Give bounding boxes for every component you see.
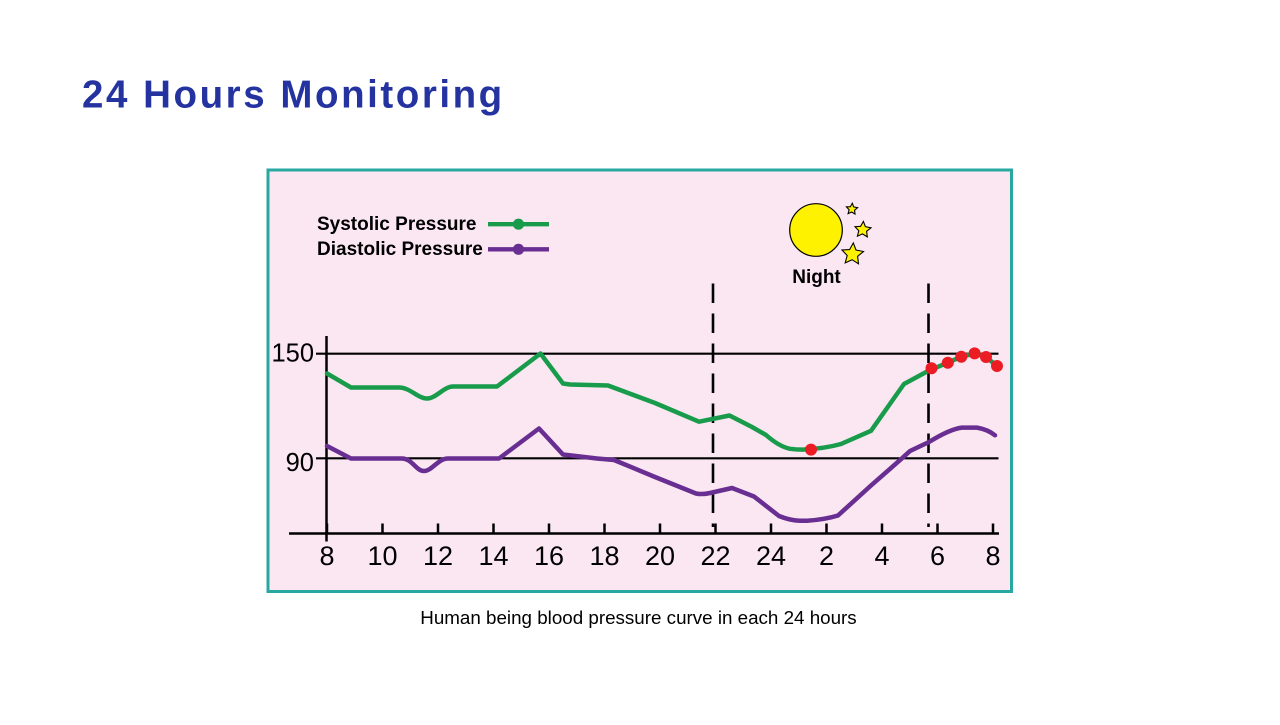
svg-text:8: 8 bbox=[319, 541, 334, 571]
svg-text:12: 12 bbox=[423, 541, 453, 571]
svg-text:22: 22 bbox=[700, 541, 730, 571]
svg-text:Night: Night bbox=[792, 267, 841, 288]
svg-text:90: 90 bbox=[286, 449, 314, 477]
svg-text:24 Hours Monitoring: 24 Hours Monitoring bbox=[82, 74, 505, 117]
svg-text:14: 14 bbox=[478, 541, 508, 571]
svg-text:18: 18 bbox=[589, 541, 619, 571]
svg-text:16: 16 bbox=[534, 541, 564, 571]
svg-text:20: 20 bbox=[645, 541, 675, 571]
svg-text:4: 4 bbox=[874, 541, 889, 571]
svg-text:8: 8 bbox=[985, 541, 1000, 571]
svg-text:150: 150 bbox=[271, 340, 314, 368]
svg-text:Diastolic Pressure: Diastolic Pressure bbox=[317, 239, 483, 260]
svg-text:6: 6 bbox=[930, 541, 945, 571]
svg-text:Systolic Pressure: Systolic Pressure bbox=[317, 214, 476, 235]
svg-text:10: 10 bbox=[367, 541, 397, 571]
svg-text:Human being blood pressure cur: Human being blood pressure curve in each… bbox=[420, 607, 856, 628]
svg-text:24: 24 bbox=[756, 541, 786, 571]
svg-text:2: 2 bbox=[819, 541, 834, 571]
